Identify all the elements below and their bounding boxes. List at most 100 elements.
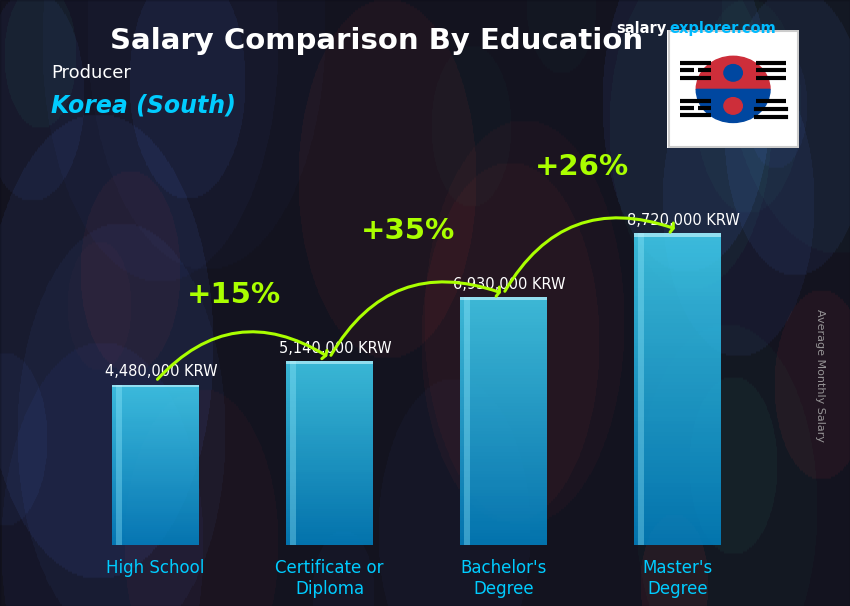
Bar xyxy=(112,449,199,451)
Bar xyxy=(112,455,199,458)
Bar xyxy=(460,487,547,490)
Bar xyxy=(634,245,721,249)
Bar xyxy=(460,301,547,304)
Bar xyxy=(634,261,721,265)
Bar xyxy=(634,350,721,355)
Bar xyxy=(634,307,721,311)
Bar xyxy=(286,518,373,520)
Bar xyxy=(634,471,721,475)
Bar xyxy=(286,493,373,495)
Bar xyxy=(634,542,721,545)
Bar xyxy=(634,507,721,510)
Bar xyxy=(634,241,721,245)
Bar xyxy=(460,539,547,542)
Bar xyxy=(634,233,721,238)
Bar xyxy=(460,368,547,372)
Bar xyxy=(112,531,199,533)
Bar xyxy=(286,435,373,438)
Bar xyxy=(112,505,199,507)
Bar xyxy=(286,394,373,396)
Bar xyxy=(112,538,199,539)
Bar xyxy=(460,477,547,481)
Bar xyxy=(112,411,199,413)
Bar xyxy=(460,344,547,347)
Bar xyxy=(460,335,547,338)
Bar xyxy=(634,358,721,362)
Bar xyxy=(634,440,721,444)
Bar xyxy=(634,526,721,530)
Bar xyxy=(112,524,199,525)
Bar xyxy=(286,368,373,371)
Bar xyxy=(286,490,373,493)
Bar xyxy=(286,467,373,470)
Bar xyxy=(112,539,199,541)
Bar xyxy=(634,323,721,327)
Bar xyxy=(460,471,547,474)
Bar xyxy=(286,541,373,543)
Bar xyxy=(634,530,721,534)
Bar xyxy=(116,385,122,545)
Bar xyxy=(112,493,199,495)
Bar xyxy=(286,488,373,490)
Bar xyxy=(286,398,373,401)
Text: Average Monthly Salary: Average Monthly Salary xyxy=(815,309,825,442)
Text: 8,720,000 KRW: 8,720,000 KRW xyxy=(627,213,740,228)
Bar xyxy=(460,359,547,362)
Bar xyxy=(286,419,373,421)
Bar xyxy=(112,458,199,459)
Bar xyxy=(460,443,547,446)
Bar xyxy=(112,533,199,535)
Bar xyxy=(460,453,547,456)
Bar xyxy=(634,448,721,452)
Bar xyxy=(286,405,373,407)
Bar xyxy=(634,319,721,323)
Bar xyxy=(460,350,547,353)
Bar xyxy=(286,364,373,366)
Bar xyxy=(634,374,721,378)
Bar xyxy=(634,467,721,471)
Bar xyxy=(460,505,547,508)
Bar xyxy=(286,531,373,534)
Bar xyxy=(460,484,547,487)
Bar xyxy=(286,543,373,545)
Text: explorer.com: explorer.com xyxy=(670,21,777,36)
Bar xyxy=(634,347,721,350)
Bar xyxy=(112,441,199,443)
Bar xyxy=(460,530,547,533)
Bar xyxy=(286,451,373,453)
Bar xyxy=(286,476,373,479)
Bar xyxy=(112,425,199,427)
Bar xyxy=(460,403,547,406)
Bar xyxy=(112,481,199,483)
Bar xyxy=(460,347,547,350)
Bar xyxy=(460,440,547,443)
Bar xyxy=(460,396,547,400)
Bar xyxy=(286,539,373,541)
Bar xyxy=(460,496,547,499)
Bar xyxy=(634,335,721,339)
Bar xyxy=(286,375,373,378)
Bar xyxy=(112,499,199,501)
Bar xyxy=(286,401,373,403)
Bar xyxy=(112,403,199,405)
Text: Korea (South): Korea (South) xyxy=(51,94,235,118)
Bar xyxy=(460,449,547,453)
Bar xyxy=(112,521,199,524)
Bar xyxy=(460,456,547,459)
Bar xyxy=(286,474,373,476)
Bar xyxy=(112,423,199,425)
Text: Producer: Producer xyxy=(51,64,131,82)
Bar xyxy=(112,405,199,407)
Bar xyxy=(112,393,199,395)
Bar xyxy=(634,405,721,409)
Bar xyxy=(634,292,721,296)
Bar xyxy=(634,315,721,319)
Bar xyxy=(634,487,721,491)
Bar xyxy=(634,428,721,432)
Bar xyxy=(112,471,199,473)
Bar xyxy=(634,444,721,448)
Bar xyxy=(460,381,547,384)
Bar xyxy=(460,415,547,418)
Bar xyxy=(638,233,644,545)
Bar xyxy=(460,521,547,524)
